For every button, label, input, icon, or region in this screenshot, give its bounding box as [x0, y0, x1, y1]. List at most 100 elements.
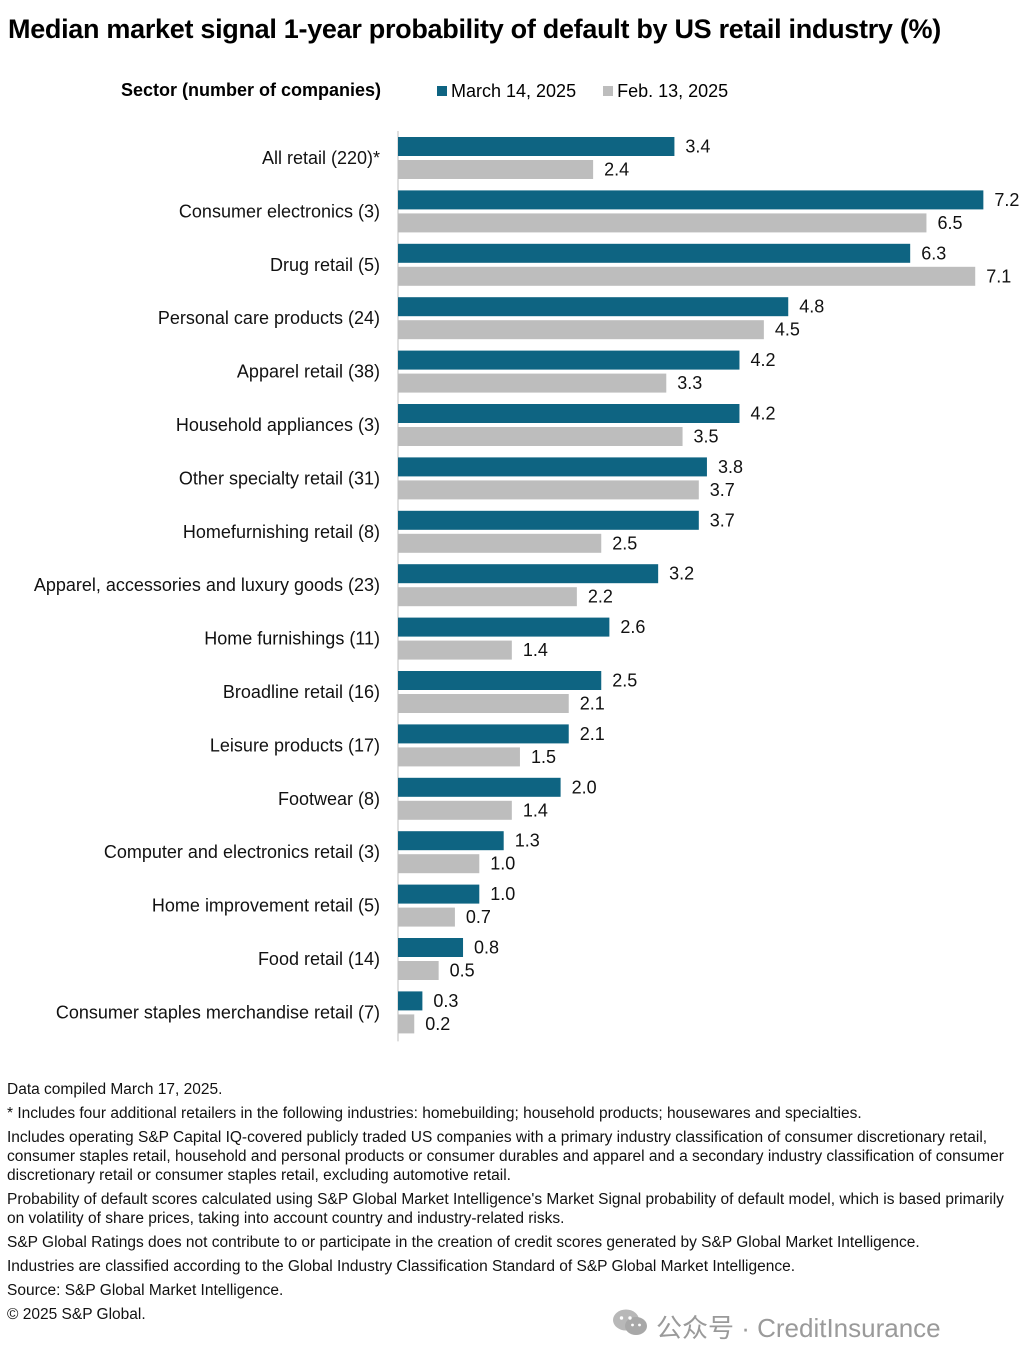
bar-feb	[398, 266, 976, 286]
category-label: Household appliances (3)	[176, 415, 380, 435]
data-label-march: 6.3	[921, 243, 946, 263]
category-label: All retail (220)*	[262, 148, 380, 168]
category-label: Personal care products (24)	[158, 308, 380, 328]
data-label-feb: 2.2	[588, 587, 613, 607]
bar-march	[398, 884, 480, 904]
note-source: Source: S&P Global Market Intelligence.	[7, 1282, 284, 1299]
data-label-march: 0.3	[433, 991, 458, 1011]
note-methodology: Probability of default scores calculated…	[7, 1191, 1004, 1227]
data-label-feb: 0.5	[450, 961, 475, 981]
category-label: Consumer staples merchandise retail (7)	[56, 1002, 380, 1022]
data-label-march: 2.1	[580, 724, 605, 744]
data-label-march: 3.2	[669, 564, 694, 584]
bar-feb	[398, 587, 577, 607]
category-axis-label: Sector (number of companies)	[120, 80, 381, 100]
bar-feb	[398, 640, 512, 660]
bar-march	[398, 137, 675, 156]
legend-swatch-feb	[603, 86, 614, 96]
legend-label-march: March 14, 2025	[451, 80, 577, 101]
note-coverage: Includes operating S&P Capital IQ-covere…	[7, 1129, 1004, 1184]
bar-feb	[398, 320, 764, 340]
bar-feb	[398, 373, 667, 393]
bar-feb	[398, 160, 594, 179]
category-label: Broadline retail (16)	[223, 682, 380, 702]
category-label: Home furnishings (11)	[204, 629, 380, 649]
chart-header-row: Sector (number of companies) March 14, 2…	[0, 78, 1031, 106]
data-label-march: 4.2	[750, 404, 775, 424]
bar-feb	[398, 480, 699, 500]
data-label-feb: 1.0	[490, 854, 515, 874]
bar-feb	[398, 427, 683, 446]
data-label-march: 2.5	[612, 671, 637, 691]
note-ratings-disclaimer: S&P Global Ratings does not contribute t…	[7, 1234, 920, 1251]
bar-feb	[398, 800, 512, 820]
category-label: Drug retail (5)	[270, 255, 380, 275]
watermark-text: 公众号 · CreditInsurance	[656, 1313, 941, 1343]
data-label-feb: 6.5	[937, 213, 962, 233]
note-footnote: * Includes four additional retailers in …	[7, 1105, 862, 1122]
category-label: Apparel, accessories and luxury goods (2…	[34, 575, 380, 595]
legend-swatch-march	[437, 86, 447, 96]
bar-march	[398, 671, 602, 690]
data-label-march: 7.2	[994, 190, 1019, 210]
data-label-march: 1.0	[490, 884, 515, 904]
data-label-feb: 3.5	[694, 427, 719, 447]
legend-item-feb: Feb. 13, 2025	[603, 81, 728, 102]
chart-title: Median market signal 1-year probability …	[8, 14, 941, 44]
bar-march	[398, 777, 561, 797]
data-label-march: 1.3	[515, 831, 540, 851]
bar-chart: All retail (220)* 3.4 2.4 Consumer electron…	[34, 131, 1019, 1042]
bar-feb	[398, 907, 455, 927]
category-label: Consumer electronics (3)	[179, 201, 380, 221]
category-label: Computer and electronics retail (3)	[104, 842, 380, 862]
data-label-feb: 2.1	[580, 694, 605, 714]
bar-march	[398, 457, 707, 477]
bar-march	[398, 564, 659, 584]
category-label: Home improvement retail (5)	[152, 896, 380, 916]
data-label-march: 3.8	[718, 457, 743, 477]
bar-march	[398, 350, 740, 370]
bar-feb	[398, 533, 602, 553]
bar-march	[398, 617, 610, 637]
bar-feb	[398, 854, 480, 874]
bar-march	[398, 297, 789, 317]
bar-feb	[398, 694, 569, 713]
category-label: Food retail (14)	[258, 949, 380, 969]
data-label-march: 2.0	[572, 777, 597, 797]
note-copyright: © 2025 S&P Global.	[7, 1306, 146, 1323]
wechat-icon	[612, 1308, 648, 1345]
bar-march	[398, 404, 740, 423]
data-label-feb: 1.4	[523, 800, 548, 820]
data-label-feb: 1.5	[531, 747, 556, 767]
data-label-march: 4.2	[750, 350, 775, 370]
note-data-compiled: Data compiled March 17, 2025.	[7, 1081, 223, 1098]
chart-notes: Data compiled March 17, 2025. * Includes…	[7, 1080, 1022, 1329]
category-label: Footwear (8)	[278, 789, 380, 809]
data-label-march: 2.6	[620, 617, 645, 637]
bar-feb	[398, 747, 520, 767]
bar-march	[398, 831, 504, 851]
data-label-feb: 0.2	[425, 1014, 450, 1034]
bar-march	[398, 510, 699, 530]
bar-feb	[398, 1014, 415, 1034]
data-label-feb: 2.5	[612, 533, 637, 553]
data-label-feb: 4.5	[775, 320, 800, 340]
watermark: 公众号 · CreditInsurance	[612, 1308, 941, 1345]
category-label: Leisure products (17)	[210, 735, 380, 755]
data-label-feb: 3.7	[710, 480, 735, 500]
bar-march	[398, 190, 984, 210]
data-label-feb: 2.4	[604, 160, 629, 180]
category-label: Homefurnishing retail (8)	[183, 522, 380, 542]
bar-march	[398, 724, 569, 744]
note-classification: Industries are classified according to t…	[7, 1258, 796, 1275]
category-label: Other specialty retail (31)	[179, 468, 380, 488]
data-label-march: 0.8	[474, 938, 499, 958]
bar-march	[398, 938, 464, 957]
data-label-feb: 1.4	[523, 640, 548, 660]
data-label-march: 3.4	[685, 137, 710, 157]
legend-label-feb: Feb. 13, 2025	[617, 80, 729, 101]
category-label: Apparel retail (38)	[237, 362, 380, 382]
data-label-feb: 3.3	[677, 373, 702, 393]
bar-march	[398, 991, 423, 1011]
data-label-feb: 0.7	[466, 907, 491, 927]
